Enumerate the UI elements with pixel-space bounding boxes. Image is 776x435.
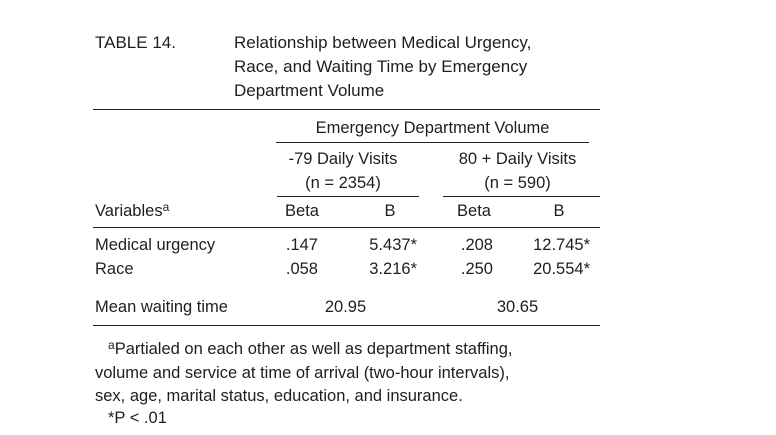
footnote-a-mark: a xyxy=(108,338,115,352)
group-2-title: 80 + Daily Visits xyxy=(458,150,577,168)
footnote-significance: *P < .01 xyxy=(108,409,167,427)
mean-value-group-2: 30.65 xyxy=(496,298,539,316)
group-header-rule xyxy=(276,142,589,143)
footnote-a-line-1: aPartialed on each other as well as depa… xyxy=(108,338,513,358)
subhead-b-1: B xyxy=(384,202,396,220)
subhead-b-2: B xyxy=(553,202,565,220)
top-rule xyxy=(93,109,600,110)
subhead-beta-2: Beta xyxy=(457,202,491,220)
group-header: Emergency Department Volume xyxy=(315,119,550,137)
subhead-beta-1: Beta xyxy=(285,202,319,220)
cell: 5.437* xyxy=(369,236,417,254)
cell: 3.216* xyxy=(369,260,417,278)
group-2-n: (n = 590) xyxy=(484,174,551,192)
caption-line-1: Relationship between Medical Urgency, xyxy=(234,33,532,52)
mean-value-group-1: 20.95 xyxy=(324,298,367,316)
variables-footnote-mark: a xyxy=(162,200,170,214)
subhead-rule xyxy=(93,227,600,228)
mean-row-label: Mean waiting time xyxy=(95,298,228,316)
group-1-rule xyxy=(277,196,419,197)
caption-line-3: Department Volume xyxy=(234,81,385,100)
cell: 12.745* xyxy=(533,236,590,254)
variables-header: Variablesa xyxy=(95,200,170,220)
group-1-title: -79 Daily Visits xyxy=(288,150,398,168)
footnote-a-line-2: volume and service at time of arrival (t… xyxy=(95,364,510,382)
row-label-race: Race xyxy=(95,260,134,278)
caption-line-2: Race, and Waiting Time by Emergency xyxy=(234,57,528,76)
cell: .147 xyxy=(285,236,318,254)
cell: .250 xyxy=(460,260,493,278)
cell: .058 xyxy=(285,260,318,278)
footnote-a-line-3: sex, age, marital status, education, and… xyxy=(95,387,463,405)
cell: 20.554* xyxy=(533,260,590,278)
cell: .208 xyxy=(460,236,493,254)
table-label: TABLE 14. xyxy=(95,33,176,52)
group-1-n: (n = 2354) xyxy=(305,174,381,192)
row-label-medical-urgency: Medical urgency xyxy=(95,236,216,254)
bottom-rule xyxy=(93,325,600,326)
group-2-rule xyxy=(443,196,600,197)
